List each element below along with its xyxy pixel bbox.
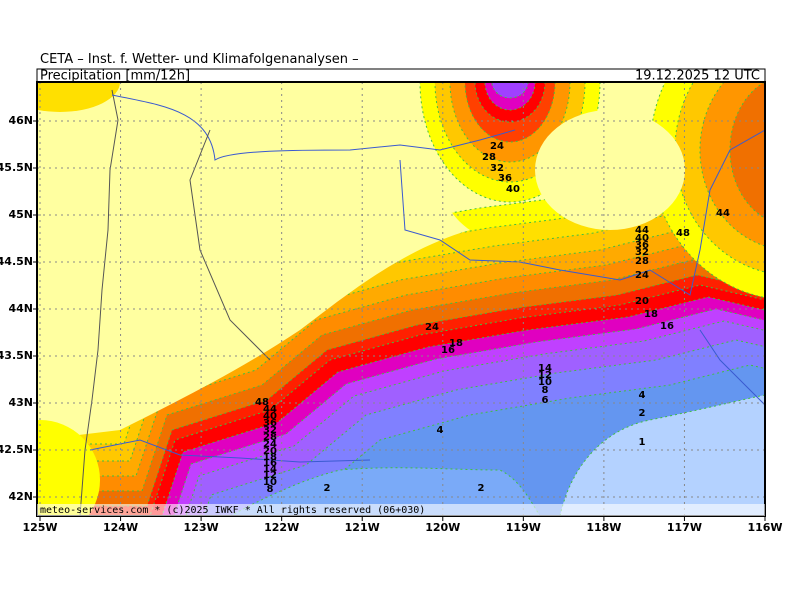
header-title: CETA – Inst. f. Wetter- und Klimafolgena… — [40, 52, 359, 67]
contour-label: 8 — [267, 484, 274, 495]
contour-label: 2 — [324, 483, 331, 494]
footer-band — [37, 504, 765, 516]
contour-label: 12 — [263, 470, 277, 481]
dry-zone — [535, 110, 685, 230]
variable-label: Precipitation [mm/12h] — [40, 69, 190, 84]
river — [189, 129, 271, 361]
contour-label: 24 — [490, 141, 504, 152]
river — [111, 94, 516, 161]
lat-label: 42.5N — [0, 443, 33, 456]
lon-label: 116W — [747, 521, 782, 534]
lat-label: 42N — [8, 490, 33, 503]
contour-label: 18 — [449, 338, 463, 349]
contour-label: 40 — [635, 233, 649, 244]
river — [699, 329, 765, 406]
contour-label: 20 — [635, 296, 649, 307]
lon-label: 119W — [506, 521, 541, 534]
contour-label: 32 — [490, 163, 504, 174]
lat-label: 43.5N — [0, 349, 33, 362]
contour-label: 44 — [263, 404, 277, 415]
lat-label: 43N — [8, 396, 33, 409]
valid-time: 19.12.2025 12 UTC — [635, 69, 760, 84]
contour-label: 32 — [263, 425, 277, 436]
contour-label: 48 — [255, 397, 269, 408]
dry-zone — [37, 420, 100, 516]
contour-label: 24 — [263, 439, 277, 450]
lon-label: 120W — [425, 521, 460, 534]
coastline — [79, 89, 119, 516]
contour-label: 14 — [263, 464, 277, 475]
contour-label: 28 — [635, 256, 649, 267]
contour-label: 36 — [498, 173, 512, 184]
contour-label: 20 — [263, 446, 277, 457]
contour-label: 40 — [506, 184, 520, 195]
contour-label: 28 — [263, 432, 277, 443]
contour-label: 4 — [639, 390, 646, 401]
low-precip — [229, 467, 541, 516]
contour-label: 28 — [482, 152, 496, 163]
lon-label: 125W — [22, 521, 57, 534]
contour-label: 8 — [542, 385, 549, 396]
contour-label: 14 — [538, 363, 552, 374]
contour-label: 16 — [441, 345, 455, 356]
contour-label: 4 — [437, 425, 444, 436]
footer: meteo-services.com * (c)2025 IWKF * All … — [40, 505, 425, 516]
contour-label: 6 — [542, 395, 549, 406]
contour-label: 36 — [263, 418, 277, 429]
lat-label: 45N — [8, 208, 33, 221]
contour-label: 24 — [425, 322, 439, 333]
lat-label: 45.5N — [0, 161, 33, 174]
contour-label: 1 — [639, 437, 646, 448]
contour-label: 2 — [639, 408, 646, 419]
contour-label: 40 — [263, 411, 277, 422]
lat-label: 46N — [8, 114, 33, 127]
border — [399, 129, 765, 296]
contour-label: 44 — [635, 225, 649, 236]
state-line — [89, 439, 371, 463]
lon-label: 117W — [667, 521, 702, 534]
contour-label: 44 — [716, 208, 730, 219]
contour-label: 24 — [635, 270, 649, 281]
contour-label: 10 — [263, 477, 277, 488]
precip-cell — [491, 82, 529, 99]
contour-label: 16 — [263, 458, 277, 469]
contour-label: 36 — [635, 240, 649, 251]
lon-label: 123W — [184, 521, 219, 534]
dry-zone — [37, 82, 470, 440]
lon-label: 118W — [586, 521, 621, 534]
contour-label: 10 — [538, 377, 552, 388]
lon-label: 122W — [264, 521, 299, 534]
contour-label: 18 — [644, 309, 658, 320]
lon-label: 121W — [345, 521, 380, 534]
dry-zone — [37, 82, 120, 112]
contour-label: 32 — [635, 247, 649, 258]
contour-label: 18 — [263, 452, 277, 463]
lon-label: 124W — [103, 521, 138, 534]
contour-label: 2 — [478, 483, 485, 494]
precip-cell — [729, 82, 765, 219]
contour-label: 16 — [660, 321, 674, 332]
lat-label: 44.5N — [0, 255, 33, 268]
contour-label: 48 — [676, 228, 690, 239]
low-precip — [559, 394, 765, 516]
contour-label: 12 — [538, 370, 552, 381]
lat-label: 44N — [8, 302, 33, 315]
